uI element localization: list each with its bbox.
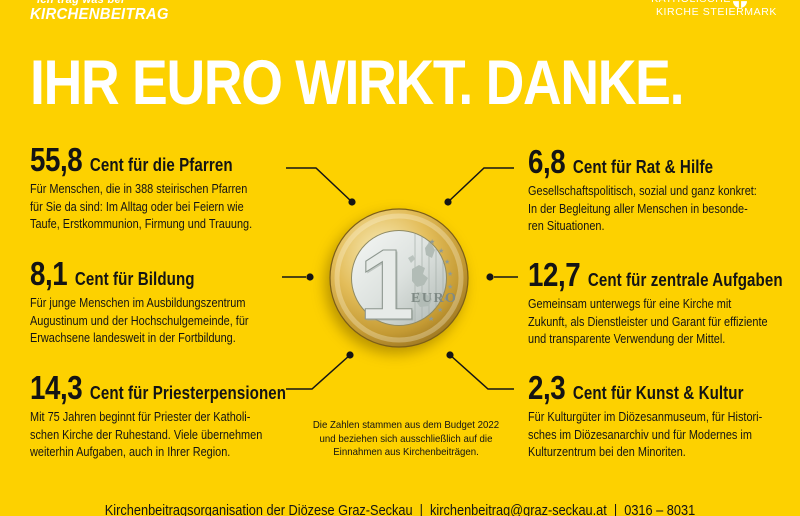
section-description: Gemeinsam unterwegs für eine Kirche mit … <box>528 296 768 347</box>
section-bildung: 8,1 Cent für Bildung Für junge Menschen … <box>30 257 320 347</box>
euro-star-icon: ★ <box>429 238 435 246</box>
section-heading: 12,7 Cent für zentrale Aufgaben <box>528 258 800 292</box>
connector-kunst-kultur <box>446 351 514 390</box>
church-brand-line2: KIRCHE STEIERMARK <box>655 6 777 18</box>
section-rat-hilfe: 6,8 Cent für Rat & Hilfe Gesellschaftspo… <box>528 145 800 235</box>
section-value: 2,3 <box>528 369 566 406</box>
section-priesterpensionen: 14,3 Cent für Priesterpensionen Mit 75 J… <box>30 371 320 461</box>
section-value: 8,1 <box>30 255 68 292</box>
brand-tagline: ich trag was bei <box>37 0 125 6</box>
budget-footnote: Die Zahlen stammen aus dem Budget 2022 u… <box>312 419 500 458</box>
euro-star-icon: ★ <box>443 295 449 303</box>
section-heading: 14,3 Cent für Priesterpensionen <box>30 371 320 405</box>
section-value: 14,3 <box>30 369 83 406</box>
connector-zentrale-aufgaben <box>486 273 518 281</box>
euro-star-icon: ★ <box>447 283 453 291</box>
section-unit-label: Cent für Bildung <box>74 269 195 289</box>
section-value: 6,8 <box>528 143 566 180</box>
page-title: IHR EURO WIRKT. DANKE. <box>30 48 684 118</box>
section-pfarren: 55,8 Cent für die Pfarren Für Menschen, … <box>30 143 320 233</box>
coin-digit-shadow: 1 <box>361 231 417 343</box>
euro-star-icon: ★ <box>438 247 444 255</box>
footer-organization: Kirchenbeitragsorganisation der Diözese … <box>104 503 413 516</box>
one-euro-coin: 1 1 ★ ★ ★ ★ ★ ★ ★ ★ EURO <box>329 208 469 348</box>
footer-separator: | <box>613 503 618 516</box>
europe-map-shape <box>425 241 435 258</box>
section-description: Gesellschaftspolitisch, sozial und ganz … <box>528 183 757 234</box>
footer-email: kirchenbeitrag@graz-seckau.at <box>430 503 607 516</box>
euro-stars: ★ ★ ★ ★ ★ ★ ★ ★ <box>428 238 453 323</box>
section-unit-label: Cent für Priesterpensionen <box>89 383 287 403</box>
euro-star-icon: ★ <box>447 270 453 278</box>
section-unit-label: Cent für Rat & Hilfe <box>572 157 714 177</box>
section-description: Für junge Menschen im Ausbildungszentrum… <box>30 295 249 346</box>
section-unit-label: Cent für Kunst & Kultur <box>572 383 744 403</box>
section-heading: 2,3 Cent für Kunst & Kultur <box>528 371 800 405</box>
europe-map-shape <box>412 265 428 287</box>
section-heading: 8,1 Cent für Bildung <box>30 257 320 291</box>
connector-rat-hilfe <box>444 167 514 206</box>
section-value: 12,7 <box>528 256 581 293</box>
euro-star-icon: ★ <box>437 306 443 314</box>
church-logo-icon <box>733 0 747 8</box>
section-kunst-kultur: 2,3 Cent für Kunst & Kultur Für Kulturgü… <box>528 371 800 461</box>
euro-star-icon: ★ <box>428 315 434 323</box>
coin-currency-label: EURO <box>411 291 457 306</box>
europe-map-shape <box>408 255 415 263</box>
section-unit-label: Cent für zentrale Aufgaben <box>587 270 783 290</box>
footer-contact-bar: Kirchenbeitragsorganisation der Diözese … <box>48 503 752 516</box>
footer-separator: | <box>419 503 423 516</box>
section-description: Mit 75 Jahren beginnt für Priester der K… <box>30 409 263 460</box>
kirchenbeitrag-logo: KIRCHENBEITRAG <box>30 6 169 23</box>
coin-value: 1 <box>359 229 415 341</box>
section-value: 55,8 <box>30 141 83 178</box>
section-description: Für Menschen, die in 388 steirischen Pfa… <box>30 181 253 232</box>
section-unit-label: Cent für die Pfarren <box>89 155 233 175</box>
euro-star-icon: ★ <box>444 258 450 266</box>
church-brand: KATHOLISCHE KIRCHE STEIERMARK <box>627 0 777 19</box>
footer-phone: 0316 – 8031 <box>624 503 696 516</box>
section-description: Für Kulturgüter im Diözesanmuseum, für H… <box>528 409 763 460</box>
section-heading: 6,8 Cent für Rat & Hilfe <box>528 145 800 179</box>
coin-engraving <box>408 231 444 325</box>
europe-map-shape <box>415 292 432 307</box>
section-heading: 55,8 Cent für die Pfarren <box>30 143 320 177</box>
church-brand-line1: KATHOLISCHE <box>627 0 777 6</box>
section-zentrale-aufgaben: 12,7 Cent für zentrale Aufgaben Gemeinsa… <box>528 258 800 348</box>
